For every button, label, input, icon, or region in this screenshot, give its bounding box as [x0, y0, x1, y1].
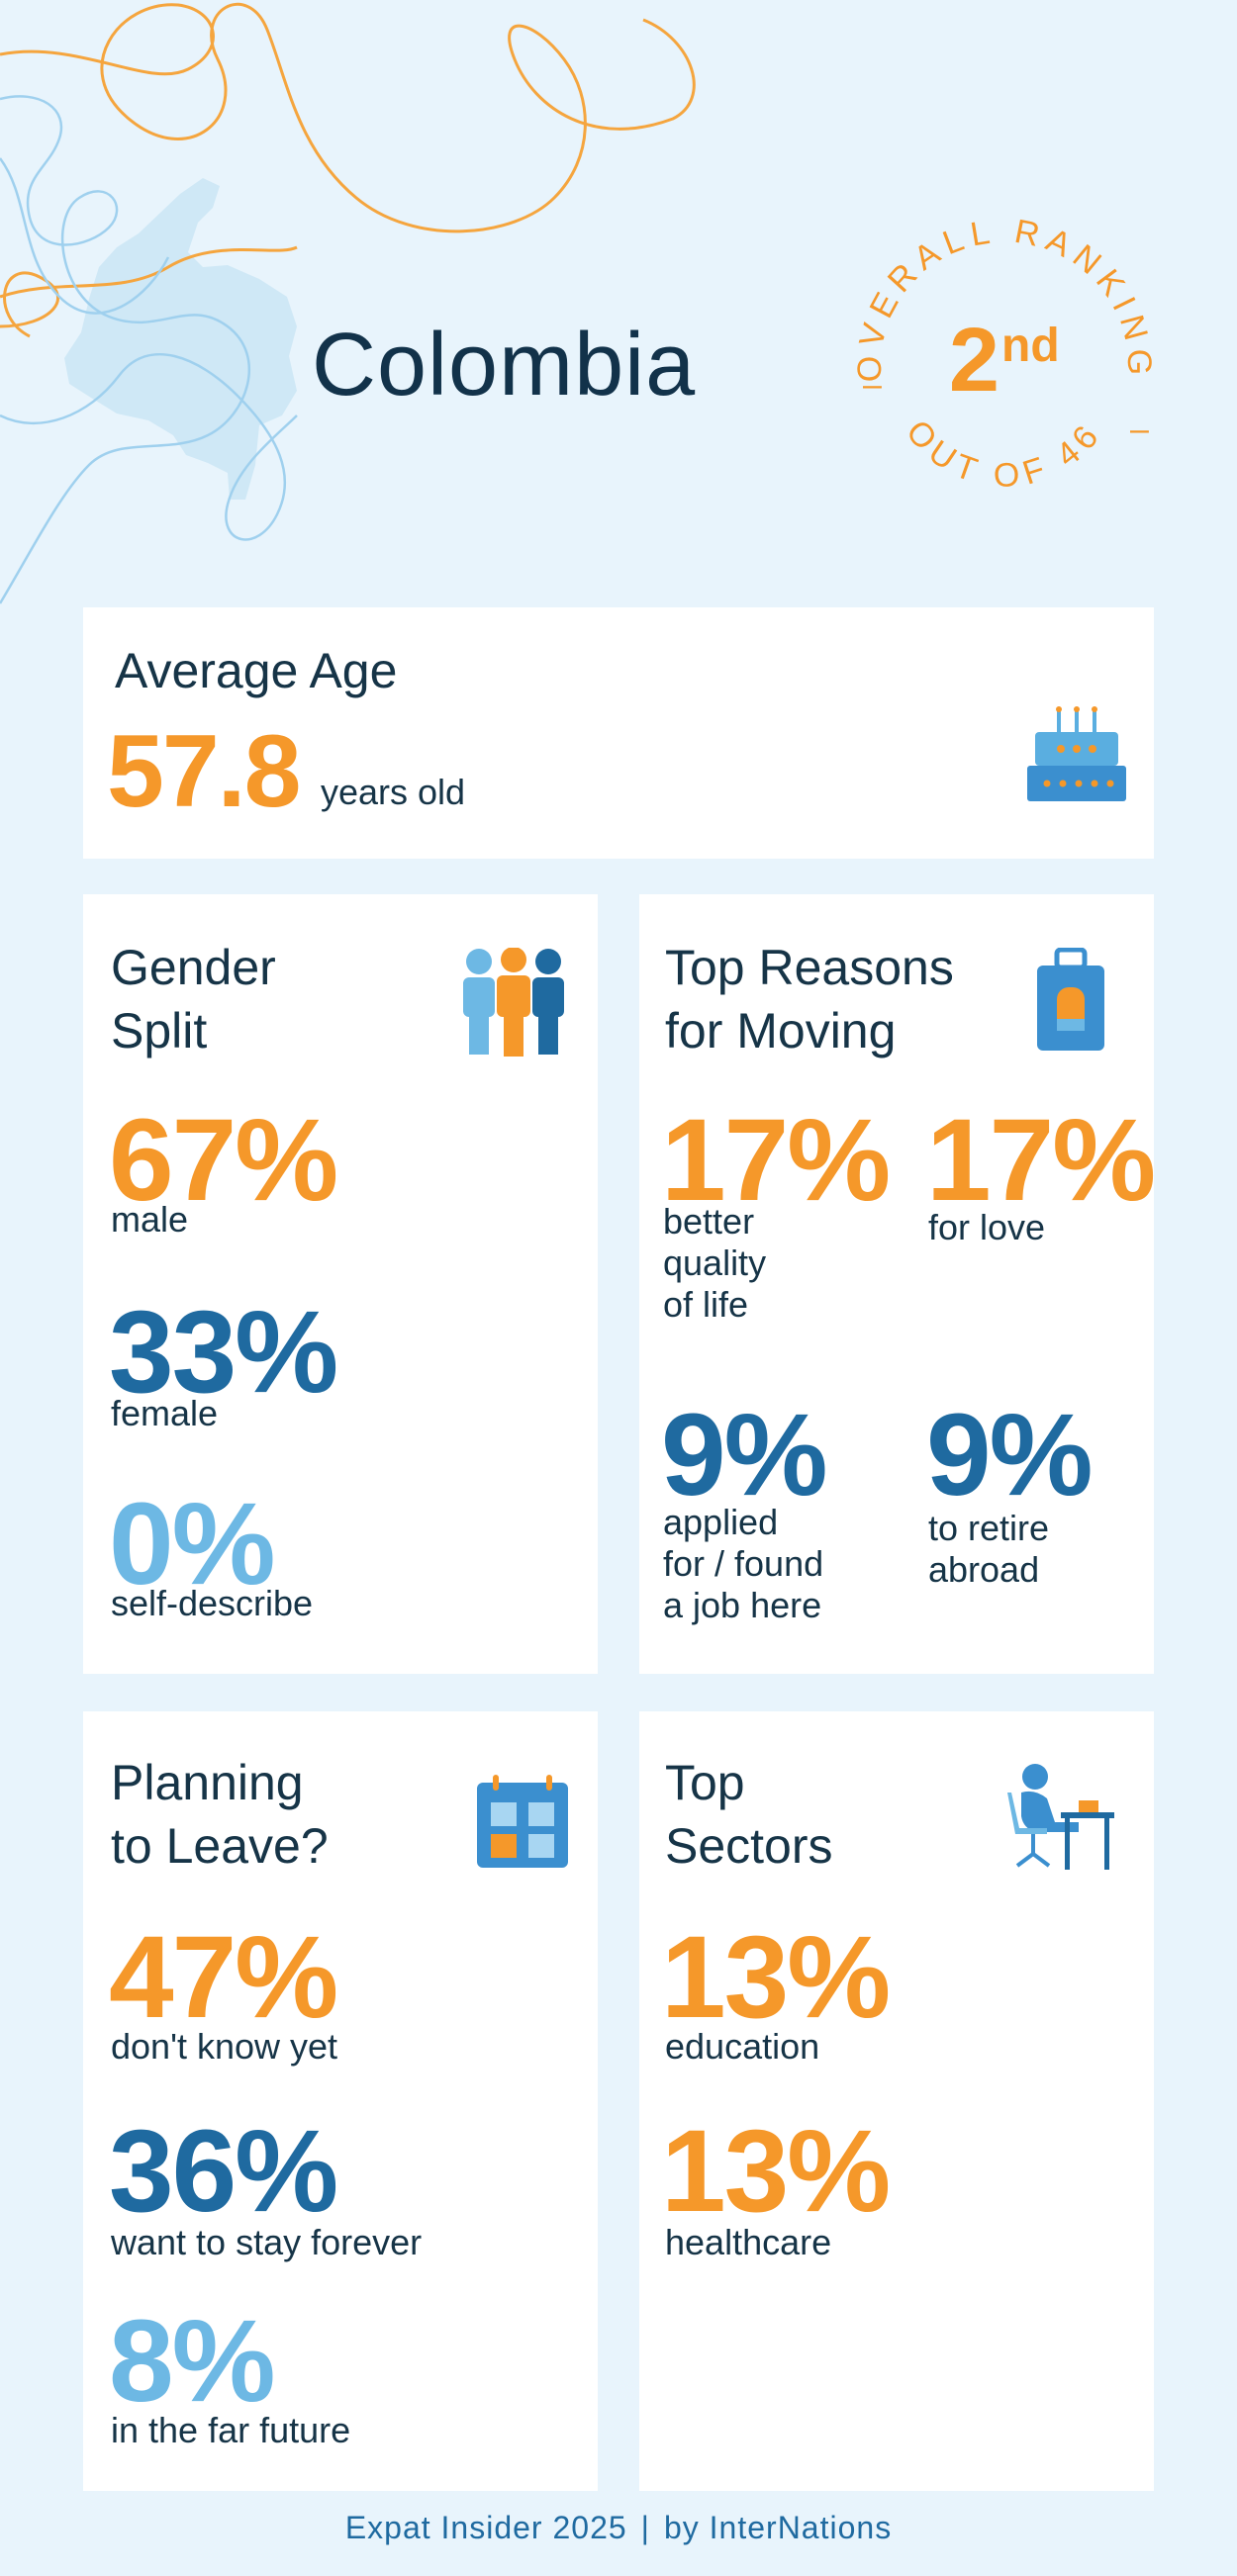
gender-split-title-line2: Split	[111, 1003, 208, 1058]
gender-self-describe-value: 0%	[109, 1479, 276, 1610]
top-reasons-title-line1: Top Reasons	[665, 940, 954, 995]
top-reasons-title: Top Reasons for Moving	[665, 936, 954, 1062]
reason-quality-of-life-label: better quality of life	[663, 1201, 766, 1326]
footer-publisher: by InterNations	[663, 2510, 893, 2545]
birthday-cake-icon	[1027, 706, 1126, 801]
footer-source: Expat Insider 2025	[344, 2510, 627, 2545]
reason-quality-of-life-value: 17%	[661, 1095, 891, 1226]
reason-quality-of-life-label-line1: better	[663, 1201, 755, 1242]
leave-far-future-label: in the far future	[111, 2410, 351, 2450]
calendar-icon	[477, 1775, 568, 1868]
gender-split-title: Gender Split	[111, 936, 276, 1062]
average-age-title: Average Age	[115, 643, 398, 698]
sector-education-value: 13%	[661, 1912, 891, 2043]
reason-job-label-line2: for / found	[663, 1543, 824, 1584]
desk-worker-icon	[1007, 1764, 1114, 1870]
footer: Expat Insider 2025 | by InterNations	[0, 2510, 1237, 2546]
leave-stay-forever-label: want to stay forever	[111, 2222, 423, 2262]
gender-male-label: male	[111, 1199, 189, 1240]
blue-scribble	[0, 95, 298, 604]
people-icon	[463, 948, 564, 1057]
gender-self-describe-label: self-describe	[111, 1583, 314, 1623]
ranking-dash-left: –	[863, 366, 882, 404]
top-reasons-title-line2: for Moving	[665, 1003, 897, 1058]
reason-retire-value: 9%	[926, 1390, 1094, 1520]
reason-retire-label-line2: abroad	[928, 1549, 1040, 1590]
reason-job-label: applied for / found a job here	[663, 1502, 823, 1626]
reason-for-love-label-line1: for love	[928, 1207, 1046, 1247]
planning-to-leave-title-line2: to Leave?	[111, 1818, 329, 1874]
leave-far-future-value: 8%	[109, 2296, 276, 2427]
top-reasons-card: Top Reasons for Moving 17% better qualit…	[639, 894, 1156, 1674]
footer-separator: |	[640, 2510, 650, 2545]
gender-female-value: 33%	[109, 1287, 338, 1418]
decorative-map-background	[0, 2, 696, 604]
sector-healthcare-label: healthcare	[665, 2222, 832, 2262]
reason-retire-label: to retire abroad	[928, 1508, 1049, 1591]
average-age-card: Average Age 57.8 years old	[83, 607, 1154, 859]
planning-to-leave-title-line1: Planning	[111, 1755, 304, 1810]
reason-quality-of-life-label-line2: quality	[663, 1242, 767, 1283]
reason-for-love-value: 17%	[926, 1095, 1156, 1226]
gender-split-title-line1: Gender	[111, 940, 276, 995]
top-sectors-card: Top Sectors 13% education 13% healthcare	[639, 1711, 1154, 2491]
top-sectors-title: Top Sectors	[665, 1751, 833, 1878]
planning-to-leave-card: Planning to Leave? 47% don't know yet 36…	[83, 1711, 598, 2491]
ranking-suffix: nd	[1001, 320, 1060, 372]
gender-split-card: Gender Split 67% male 33% female 0% self…	[83, 894, 598, 1674]
overall-ranking-badge: OVERALL RANKING OUT OF 46 – – 2 nd	[851, 213, 1151, 496]
gender-female-label: female	[111, 1393, 219, 1433]
ranking-dash-right: –	[1130, 411, 1149, 448]
reason-job-label-line1: applied	[663, 1502, 779, 1542]
reason-job-label-line3: a job here	[663, 1585, 822, 1625]
sector-education-label: education	[665, 2026, 820, 2067]
top-sectors-title-line2: Sectors	[665, 1818, 833, 1874]
ranking-value: 2	[949, 310, 999, 411]
country-title: Colombia	[312, 316, 697, 414]
reason-job-value: 9%	[661, 1390, 828, 1520]
average-age-value: 57.8	[107, 714, 301, 829]
gender-male-value: 67%	[109, 1095, 338, 1226]
leave-stay-forever-value: 36%	[109, 2106, 338, 2237]
colombia-map-silhouette	[64, 178, 297, 500]
reason-retire-label-line1: to retire	[928, 1508, 1050, 1548]
planning-to-leave-title: Planning to Leave?	[111, 1751, 329, 1878]
top-sectors-title-line1: Top	[665, 1755, 745, 1810]
reason-quality-of-life-label-line3: of life	[663, 1284, 749, 1325]
leave-dont-know-value: 47%	[109, 1912, 338, 2043]
luggage-icon	[1037, 948, 1104, 1051]
ranking-label-bottom: OUT OF 46	[899, 414, 1110, 496]
reason-for-love-label: for love	[928, 1207, 1045, 1248]
leave-dont-know-label: don't know yet	[111, 2026, 338, 2067]
average-age-unit: years old	[321, 772, 466, 812]
sector-healthcare-value: 13%	[661, 2106, 891, 2237]
